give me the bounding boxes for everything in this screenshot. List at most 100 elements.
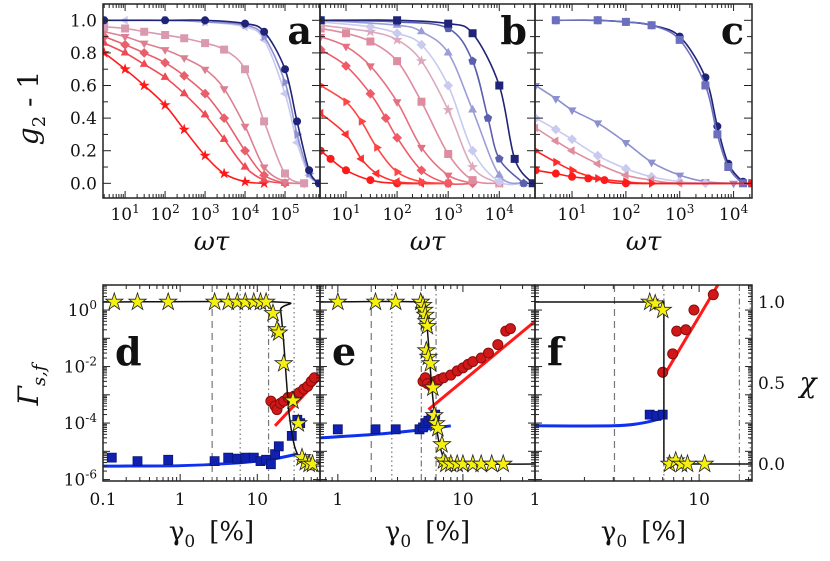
gamma-f-fit-line [427,320,535,411]
x-tick-label: 1 [530,490,541,510]
data-point [495,154,504,163]
fit-line [103,35,286,185]
data-point [416,165,427,176]
y2-tick-label: 0.0 [758,455,785,475]
y-tick-label: 100 [68,298,97,321]
gamma-s-point [232,453,243,464]
tick-exponent: 2 [404,202,412,216]
tick-exponent: 5 [292,202,300,216]
data-point [417,144,426,153]
data-point [200,66,210,75]
data-point [300,179,309,188]
data-point [365,21,376,32]
x-axis-label: ωτ [194,227,230,257]
data-point [468,104,477,113]
y-tick-label: 10-6 [64,468,97,491]
data-point [342,29,350,38]
data-point [259,170,269,181]
data-point [393,16,402,25]
data-point [260,117,269,126]
data-point [218,167,230,179]
data-point [621,179,630,188]
panel-e: 1 10 e γ0 [%] [319,284,536,552]
chi-point [694,453,715,473]
data-point [180,34,189,43]
data-point [201,39,210,48]
data-point [341,166,350,175]
tick-base: 10 [64,358,86,378]
data-point [724,163,733,171]
data-point [138,79,150,91]
data-point [550,136,559,146]
data-point [392,132,402,143]
data-point [139,40,149,49]
data-point [417,97,426,106]
panel-letter: c [721,8,744,53]
data-point [553,157,562,167]
data-point [160,47,170,55]
gamma-f-point [504,323,516,335]
data-point [356,154,364,164]
data-point [120,39,130,50]
data-point [341,61,351,71]
chi-point [385,291,406,311]
data-point [729,180,738,189]
data-point [120,47,130,56]
series [320,24,504,188]
chi-point [263,302,283,322]
gamma-s-point [390,424,401,435]
chi-point [652,299,673,319]
tick-base: 10 [64,414,86,434]
x-axis-subscript: 0 [616,532,627,552]
chi-point [256,291,276,311]
data-point [675,172,685,181]
chi-point [422,377,443,397]
tick-exponent: -6 [85,468,97,482]
chi-point [432,434,452,453]
tick-exponent: 4 [506,202,514,216]
tick-base: 10 [719,205,741,225]
tick-exponent: -4 [85,411,97,425]
data-point [160,57,170,68]
data-point [442,104,454,115]
chi-point [417,315,438,335]
y-axis-label-bottom: Γs,f [12,361,50,406]
data-point [443,178,454,189]
chi-point [420,353,441,372]
data-point [326,154,335,163]
data-point [701,81,710,90]
series [320,108,451,188]
data-point [551,16,560,25]
data-point [366,37,375,46]
tick-base: 10 [331,205,353,225]
x-axis-unit: [%] [641,517,686,547]
x-axis-unit: [%] [209,517,254,547]
gamma-s-point [106,452,117,463]
gamma-s-point [132,456,143,466]
data-point [139,48,150,58]
chi-point [283,390,303,410]
x-tick-label: 101 [331,202,360,225]
chi-point [677,453,698,473]
x-tick-label: 102 [611,202,640,225]
y-axis-symbol: g [12,127,45,145]
chi-point [268,322,289,342]
y-tick-label: 10-2 [64,355,97,378]
data-point [593,120,603,129]
data-point [444,150,453,158]
fit-line [104,26,305,185]
data-point [468,56,477,65]
gamma-s-point [163,454,174,465]
data-point [593,16,602,25]
data-point [140,27,149,36]
data-point [392,99,402,107]
data-point [260,27,269,36]
y-tick-label: 1.0 [70,11,97,31]
data-point [240,161,250,170]
x-axis-subscript: 0 [400,532,411,552]
axes-frame [102,284,321,482]
gamma-s-point [332,424,343,435]
y2-tick-label: 0.5 [758,374,785,394]
data-point [161,16,170,25]
